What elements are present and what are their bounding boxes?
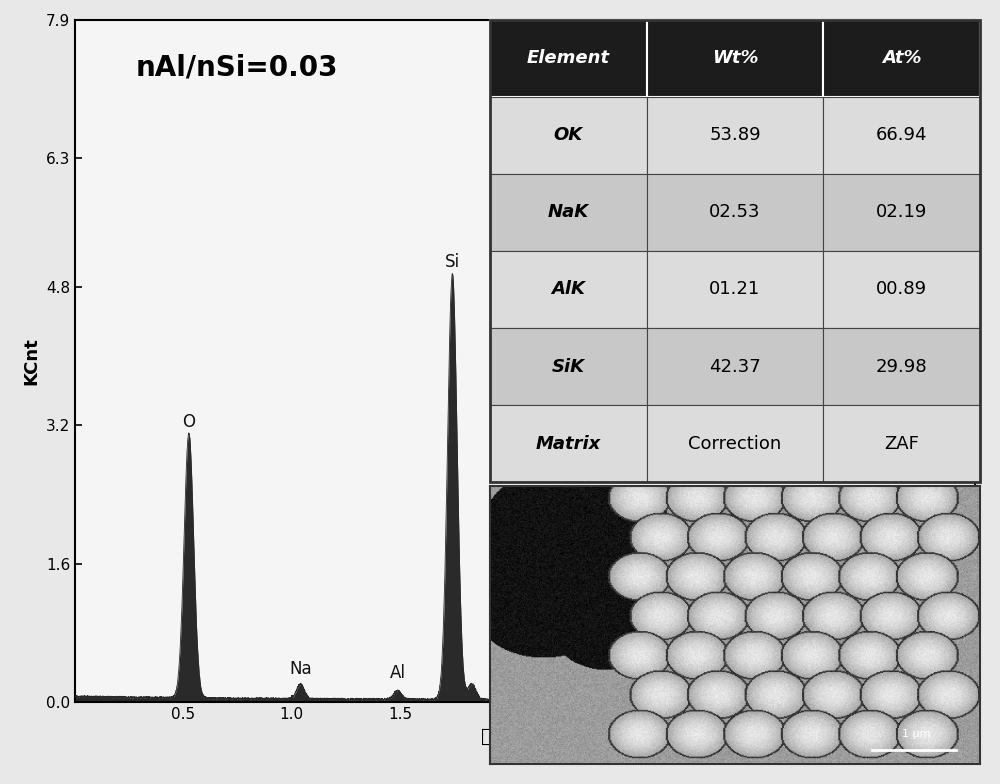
Text: nAl/nSi=0.03: nAl/nSi=0.03 [136, 54, 338, 82]
Bar [647, 251, 823, 328]
Text: 00.89: 00.89 [876, 281, 927, 299]
Text: At%: At% [882, 49, 921, 67]
Bar [490, 96, 647, 174]
Text: Matrix: Matrix [536, 434, 601, 452]
Text: AlK: AlK [551, 281, 585, 299]
Bar [823, 328, 980, 405]
Bar [490, 174, 647, 251]
Bar [647, 328, 823, 405]
Text: O: O [182, 413, 195, 431]
Bar [490, 251, 647, 328]
Text: SiK: SiK [552, 358, 585, 376]
Text: 42.37: 42.37 [709, 358, 761, 376]
Bar [823, 251, 980, 328]
Bar [490, 328, 647, 405]
Text: 02.53: 02.53 [709, 203, 761, 221]
Text: 01.21: 01.21 [709, 281, 761, 299]
Text: Na: Na [289, 659, 312, 677]
Bar [647, 174, 823, 251]
Text: 66.94: 66.94 [876, 126, 927, 144]
Text: 1 μm: 1 μm [902, 729, 931, 739]
Text: 29.98: 29.98 [876, 358, 927, 376]
Text: NaK: NaK [548, 203, 589, 221]
Text: Wt%: Wt% [712, 49, 758, 67]
Bar [647, 96, 823, 174]
Bar [823, 174, 980, 251]
Bar [647, 405, 823, 482]
Bar [490, 405, 647, 482]
Text: ZAF: ZAF [884, 434, 919, 452]
Text: Element: Element [527, 49, 610, 67]
Text: OK: OK [554, 126, 583, 144]
Bar [823, 96, 980, 174]
Text: 53.89: 53.89 [709, 126, 761, 144]
Y-axis label: KCnt: KCnt [22, 337, 40, 384]
Bar [490, 20, 647, 96]
Text: 02.19: 02.19 [876, 203, 927, 221]
Bar [823, 405, 980, 482]
Text: Correction: Correction [688, 434, 782, 452]
X-axis label: 能量 (keV): 能量 (keV) [481, 727, 569, 746]
Bar [823, 20, 980, 96]
Text: Al: Al [390, 664, 406, 682]
Bar [647, 20, 823, 96]
Text: Si: Si [445, 253, 460, 270]
